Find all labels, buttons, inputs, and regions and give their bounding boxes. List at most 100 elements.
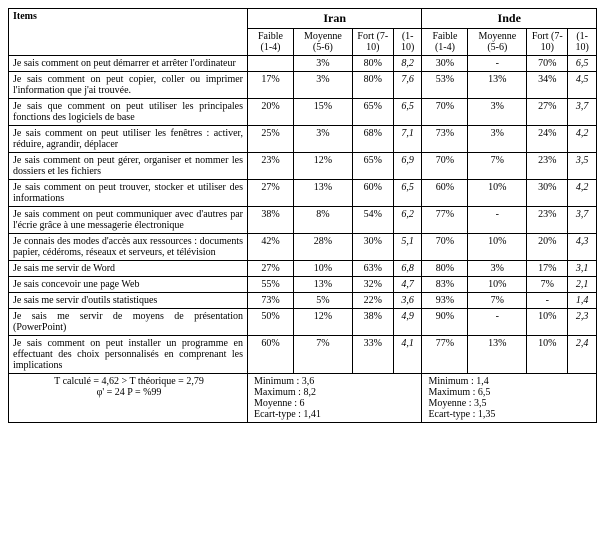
cell: 83% [422,277,468,293]
cell: 2,3 [568,309,597,336]
cell: 34% [527,72,568,99]
inde-faible: Faible (1-4) [422,29,468,56]
cell: 54% [352,207,393,234]
cell: 10% [527,336,568,374]
cell: 2,4 [568,336,597,374]
cell: 10% [468,277,527,293]
item-cell: Je sais comment on peut démarrer et arrê… [9,56,248,72]
cell: 12% [294,309,353,336]
cell: 30% [352,234,393,261]
cell: - [527,293,568,309]
cell: 3,5 [568,153,597,180]
table-row: Je sais comment on peut utiliser les fen… [9,126,597,153]
cell: 60% [248,336,294,374]
cell: 70% [527,56,568,72]
stats-iran: Minimum : 3,6 Maximum : 8,2 Moyenne : 6 … [248,374,422,423]
header-inde: Inde [422,9,597,29]
cell: 3% [294,126,353,153]
stats-tcalc: T calculé = 4,62 > T théorique = 2,79 [15,376,243,387]
table-row: Je connais des modes d'accès aux ressour… [9,234,597,261]
table-row: Je sais me servir de moyens de présentat… [9,309,597,336]
cell: 65% [352,153,393,180]
cell: 3,7 [568,99,597,126]
cell: - [468,309,527,336]
table-row: Je sais me servir d'outils statistiques … [9,293,597,309]
cell: 65% [352,99,393,126]
cell: 63% [352,261,393,277]
table-row: Je sais comment on peut trouver, stocker… [9,180,597,207]
item-cell: Je sais comment on peut communiquer avec… [9,207,248,234]
cell: 8,2 [393,56,422,72]
iran-mean: (1-10) [393,29,422,56]
cell [248,56,294,72]
cell: 27% [527,99,568,126]
cell: 10% [468,234,527,261]
cell: 15% [294,99,353,126]
item-cell: Je sais me servir de moyens de présentat… [9,309,248,336]
cell: 22% [352,293,393,309]
stats-row: T calculé = 4,62 > T théorique = 2,79 φ'… [9,374,597,423]
cell: 3,6 [393,293,422,309]
cell: 5,1 [393,234,422,261]
header-row-1: Items Iran Inde [9,9,597,29]
stats-iran-ecart: Ecart-type : 1,41 [254,409,417,420]
cell: 25% [248,126,294,153]
data-table: Items Iran Inde Faible (1-4) Moyenne (5-… [8,8,597,423]
cell: 8% [294,207,353,234]
cell: 42% [248,234,294,261]
cell: 60% [422,180,468,207]
stats-dfp: φ' = 24 P = %99 [15,387,243,398]
cell: 20% [527,234,568,261]
cell: 13% [468,336,527,374]
table-row: Je sais comment on peut démarrer et arrê… [9,56,597,72]
cell: 10% [527,309,568,336]
cell: 17% [248,72,294,99]
cell: 90% [422,309,468,336]
cell: 38% [248,207,294,234]
cell: 50% [248,309,294,336]
cell: 3% [294,72,353,99]
cell: 23% [248,153,294,180]
cell: 6,2 [393,207,422,234]
header-items: Items [9,9,248,56]
cell: 4,9 [393,309,422,336]
cell: 7% [527,277,568,293]
cell: 53% [422,72,468,99]
cell: 33% [352,336,393,374]
item-cell: Je sais me servir de Word [9,261,248,277]
cell: 6,9 [393,153,422,180]
item-cell: Je sais comment on peut copier, coller o… [9,72,248,99]
cell: 13% [468,72,527,99]
cell: 68% [352,126,393,153]
cell: 6,5 [393,99,422,126]
cell: 73% [248,293,294,309]
stats-iran-max: Maximum : 8,2 [254,387,417,398]
cell: 1,4 [568,293,597,309]
cell: 3% [468,126,527,153]
cell: 70% [422,153,468,180]
item-cell: Je sais me servir d'outils statistiques [9,293,248,309]
cell: 80% [352,72,393,99]
cell: 4,5 [568,72,597,99]
cell: 6,5 [568,56,597,72]
cell: 7,1 [393,126,422,153]
table-row: Je sais me servir de Word 27% 10% 63% 6,… [9,261,597,277]
cell: 13% [294,277,353,293]
item-cell: Je sais comment on peut utiliser les fen… [9,126,248,153]
cell: 93% [422,293,468,309]
stats-inde-moy: Moyenne : 3,5 [428,398,592,409]
item-cell: Je sais que comment on peut utiliser les… [9,99,248,126]
cell: 2,1 [568,277,597,293]
cell: 4,1 [393,336,422,374]
cell: 80% [422,261,468,277]
cell: 4,2 [568,126,597,153]
cell: - [468,207,527,234]
iran-moyenne: Moyenne (5-6) [294,29,353,56]
cell: 77% [422,336,468,374]
cell: 6,5 [393,180,422,207]
cell: 60% [352,180,393,207]
cell: 3% [294,56,353,72]
cell: 80% [352,56,393,72]
header-iran: Iran [248,9,422,29]
item-cell: Je sais comment on peut gérer, organiser… [9,153,248,180]
